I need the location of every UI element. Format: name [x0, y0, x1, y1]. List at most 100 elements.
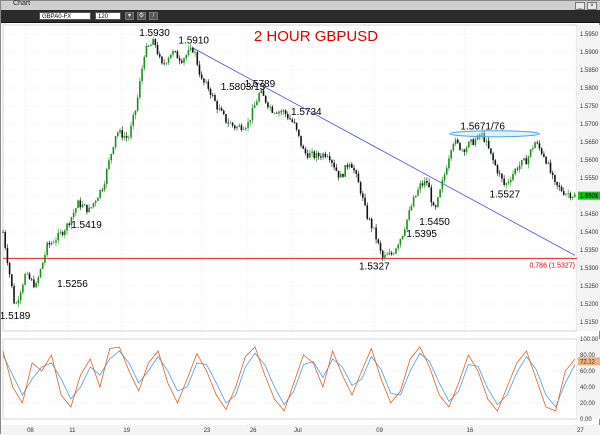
candle-body — [448, 158, 450, 169]
candle-body — [295, 122, 298, 130]
candle-body — [176, 51, 179, 59]
candle-body — [181, 60, 183, 63]
candle-body — [172, 51, 174, 55]
candle-body — [311, 151, 313, 153]
price-axis-bg — [577, 25, 600, 331]
candle-body — [538, 143, 541, 149]
candle-body — [509, 179, 512, 182]
candle-body — [543, 153, 545, 157]
minimize-button[interactable]: _ — [575, 2, 585, 10]
candle-body — [242, 129, 245, 130]
candle-body — [476, 134, 479, 140]
candle-body — [423, 181, 426, 186]
symbol-field[interactable]: GBPA0-FX — [39, 12, 91, 20]
candle-body — [225, 114, 227, 123]
candle-body — [110, 153, 112, 161]
draw-tool-button[interactable]: / — [149, 12, 158, 20]
candle-body — [459, 142, 461, 150]
candle-body — [463, 149, 466, 152]
candle-body — [286, 113, 289, 119]
candle-body — [2, 232, 4, 233]
candle-body — [388, 252, 391, 255]
candle-body — [443, 174, 446, 181]
candle-body — [108, 160, 110, 170]
close-button[interactable]: × — [587, 2, 597, 10]
candle-body — [17, 300, 20, 304]
candle-body — [483, 132, 486, 142]
candle-body — [152, 39, 154, 45]
chart-toolbar: GBPA0-FX 120 ▾ ⚙ / — [1, 10, 600, 23]
candle-body — [123, 136, 126, 138]
y-tick-label: 1.5950 — [580, 32, 599, 38]
candle-body — [317, 153, 320, 157]
stochastic-pane — [2, 338, 578, 420]
candle-body — [77, 200, 79, 209]
candle-body — [121, 130, 124, 138]
interval-field[interactable]: 120 — [95, 12, 121, 20]
candle-body — [258, 93, 260, 102]
candle-body — [401, 235, 404, 240]
candle-body — [309, 152, 311, 158]
candle-body — [523, 158, 525, 161]
candle-body — [540, 148, 543, 154]
y-tick-label: 1.5850 — [580, 68, 599, 74]
candle-body — [97, 197, 99, 202]
price-annotation: 1.5327 — [359, 261, 390, 272]
chart-type-button[interactable]: ▾ — [125, 12, 134, 20]
y-tick-label: 1.5750 — [580, 104, 599, 110]
candle-body — [44, 255, 46, 263]
candle-body — [534, 142, 536, 149]
x-tick-label: 27 — [577, 428, 584, 434]
candle-body — [216, 101, 218, 110]
price-annotation: 1.5671/76 — [460, 121, 505, 132]
candle-body — [64, 230, 66, 235]
candle-body — [209, 88, 212, 96]
candle-body — [15, 303, 18, 304]
candle-body — [130, 125, 132, 138]
candle-body — [514, 168, 516, 175]
price-annotation: 1.5930 — [139, 28, 170, 39]
stochastic-axis-bg — [577, 339, 600, 419]
candle-body — [88, 207, 90, 213]
candle-body — [178, 58, 181, 61]
candle-body — [503, 178, 505, 185]
candle-body — [11, 274, 13, 287]
candle-body — [551, 172, 554, 175]
candle-body — [154, 39, 157, 45]
candle-body — [501, 173, 503, 179]
candle-body — [328, 156, 331, 161]
candle-body — [41, 262, 44, 269]
candle-body — [136, 97, 139, 111]
x-tick-label: 26 — [250, 428, 257, 434]
candle-body — [417, 189, 419, 196]
candle-body — [342, 173, 344, 177]
candle-body — [132, 115, 135, 126]
settings-button[interactable]: ⚙ — [137, 12, 146, 20]
candle-body — [33, 279, 35, 288]
candle-body — [119, 130, 121, 133]
candle-body — [66, 223, 68, 231]
candle-body — [218, 108, 221, 110]
y-tick-label: 1.5650 — [580, 140, 599, 146]
candle-body — [421, 183, 424, 186]
candle-body — [92, 202, 95, 207]
candle-body — [337, 170, 340, 178]
candle-body — [273, 112, 276, 114]
candle-body — [81, 204, 84, 208]
candle-body — [139, 81, 141, 98]
candle-body — [169, 54, 172, 59]
candle-body — [101, 189, 104, 191]
candle-body — [284, 110, 287, 114]
y-tick-label: 1.5200 — [580, 302, 599, 308]
candle-body — [315, 153, 318, 159]
candle-body — [256, 101, 258, 106]
candle-body — [165, 62, 168, 64]
price-annotation: 1.5803/13 — [221, 82, 266, 93]
candle-body — [364, 197, 366, 206]
candle-body — [381, 250, 384, 258]
candle-body — [355, 170, 358, 174]
candle-body — [207, 81, 210, 89]
stoch-tick-label: 0.00 — [580, 417, 592, 423]
candle-body — [99, 189, 101, 198]
